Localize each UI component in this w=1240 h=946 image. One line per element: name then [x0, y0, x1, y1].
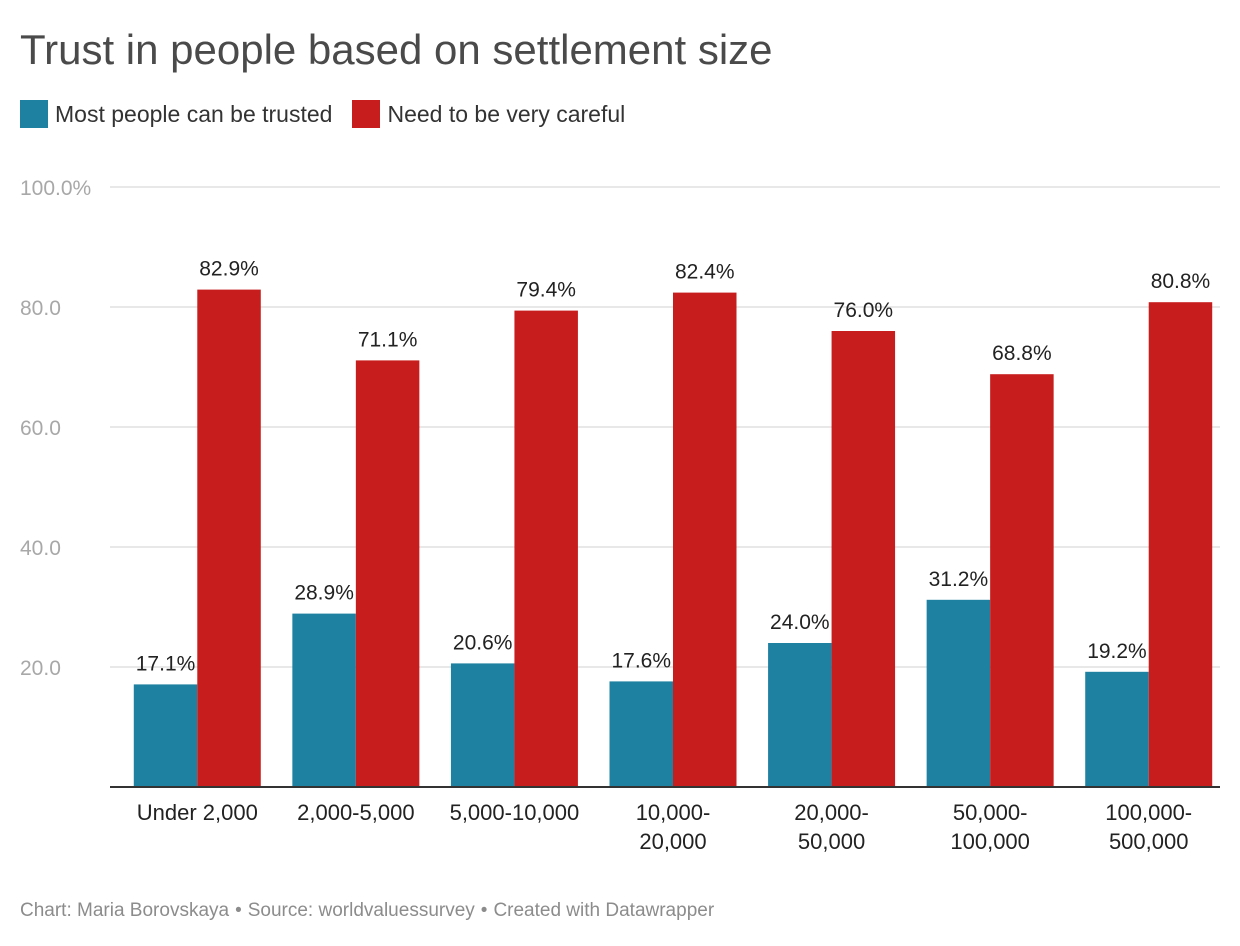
data-label-careful: 79.4% — [516, 279, 576, 302]
bar-trusted — [450, 663, 515, 787]
y-tick-label: 40.0 — [20, 537, 61, 560]
bar-trusted — [768, 643, 832, 787]
data-label-trusted: 20.6% — [453, 631, 513, 654]
x-tick-label: 20,000- — [794, 800, 869, 825]
footer-chart-credit: Chart: Maria Borovskaya — [20, 900, 230, 921]
y-tick-label: 60.0 — [20, 417, 61, 440]
data-label-trusted: 17.1% — [136, 652, 196, 675]
chart-footer: Chart: Maria Borovskaya • Source: worldval… — [20, 900, 714, 922]
bar-careful — [355, 360, 420, 787]
footer-created-with: Created with Datawrapper — [493, 900, 715, 921]
bar-careful — [1148, 302, 1213, 787]
data-label-careful: 82.4% — [675, 261, 735, 284]
data-label-trusted: 31.2% — [929, 568, 989, 591]
data-label-careful: 82.9% — [199, 258, 259, 281]
bar-trusted — [609, 681, 673, 787]
data-label-trusted: 28.9% — [294, 582, 354, 605]
x-tick-label: 5,000-10,000 — [450, 800, 580, 825]
bar-careful — [514, 310, 578, 787]
footer-separator: • — [235, 900, 242, 921]
x-tick-label: 2,000-5,000 — [297, 800, 414, 825]
y-tick-label: 100.0% — [20, 177, 91, 200]
x-tick-label: 500,000 — [1109, 829, 1189, 854]
y-tick-label: 80.0 — [20, 297, 61, 320]
y-tick-label: 20.0 — [20, 657, 61, 680]
legend-swatch-trusted — [20, 100, 48, 128]
bar-careful — [673, 292, 737, 787]
legend-label-careful: Need to be very careful — [387, 100, 626, 127]
x-tick-label: 100,000 — [950, 829, 1030, 854]
data-label-careful: 80.8% — [1151, 270, 1211, 293]
bar-careful — [831, 331, 896, 787]
data-label-trusted: 19.2% — [1087, 640, 1147, 663]
footer-source: Source: worldvaluessurvey — [247, 900, 475, 921]
legend-swatch-careful — [352, 100, 381, 128]
bar-careful — [197, 289, 261, 787]
bar-trusted — [926, 599, 991, 787]
bar-chart: 20.0 40.0 60.0 80.0 100.0% 17.1% 82.9% Under 2,… — [20, 177, 1220, 854]
x-tick-label: 10,000- — [636, 800, 711, 825]
x-tick-label: 100,000- — [1105, 800, 1192, 825]
x-tick-label: 50,000 — [798, 829, 865, 854]
x-tick-label: 20,000 — [639, 829, 706, 854]
bar-trusted — [1085, 671, 1149, 787]
legend-item-careful: Need to be very careful — [352, 100, 625, 128]
data-label-trusted: 24.0% — [770, 611, 830, 634]
x-tick-label: Under 2,000 — [137, 800, 258, 825]
legend-item-trusted: Most people can be trusted — [20, 100, 332, 128]
data-label-careful: 76.0% — [834, 299, 894, 322]
chart-title: Trust in people based on settlement size — [20, 26, 773, 73]
footer-separator: • — [480, 900, 488, 921]
data-label-careful: 71.1% — [358, 328, 418, 351]
legend-label-trusted: Most people can be trusted — [55, 100, 333, 127]
bar-trusted — [133, 684, 198, 787]
bar-careful — [990, 374, 1054, 787]
bar-trusted — [292, 613, 356, 787]
data-label-careful: 68.8% — [992, 342, 1052, 365]
data-label-trusted: 17.6% — [611, 649, 671, 672]
chart-legend: Most people can be trusted Need to be ve… — [20, 100, 645, 128]
x-tick-label: 50,000- — [953, 800, 1028, 825]
